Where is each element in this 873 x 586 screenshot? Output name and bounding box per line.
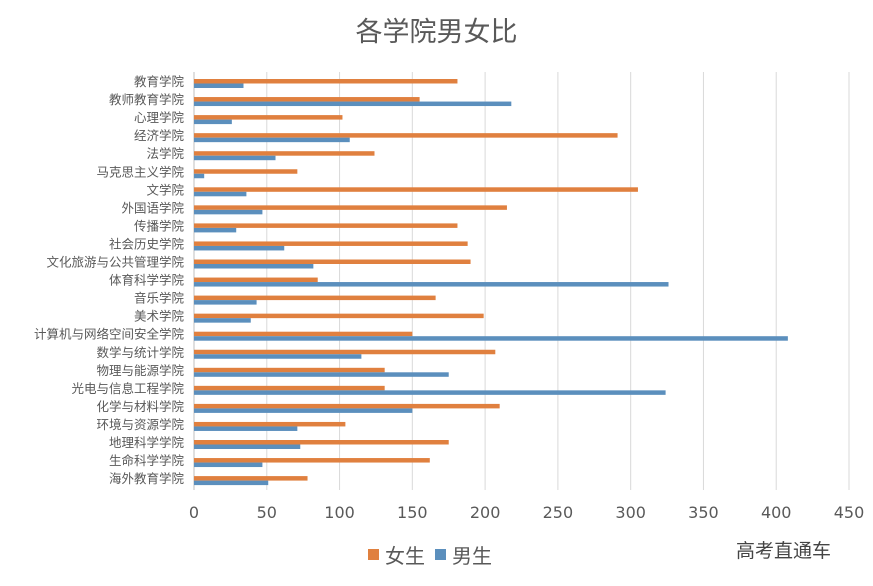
bar-female bbox=[194, 277, 318, 283]
bar-male bbox=[194, 209, 263, 215]
bar-male bbox=[194, 462, 263, 468]
legend-label-female: 女生 bbox=[385, 544, 425, 568]
bar-female bbox=[194, 349, 496, 355]
bar-male bbox=[194, 83, 244, 88]
legend-swatch-male bbox=[435, 549, 446, 560]
bar-male bbox=[194, 227, 237, 233]
bar-female bbox=[194, 458, 430, 463]
watermark: 高考直通车 bbox=[736, 540, 832, 562]
bar-female bbox=[194, 97, 420, 102]
y-category-label: 文学院 bbox=[146, 182, 184, 197]
y-category-label: 体育科学学院 bbox=[109, 273, 185, 288]
bar-female bbox=[194, 79, 458, 84]
bar-female bbox=[194, 169, 298, 174]
bar-male bbox=[194, 372, 449, 377]
x-tick-label: 200 bbox=[470, 503, 501, 522]
x-tick-label: 450 bbox=[834, 503, 865, 522]
y-category-label: 社会历史学院 bbox=[109, 236, 185, 251]
bar-male bbox=[194, 408, 413, 413]
bar-male bbox=[194, 173, 205, 179]
y-category-label: 教育学院 bbox=[134, 74, 185, 89]
x-tick-label: 250 bbox=[543, 503, 574, 522]
chart-title: 各学院男女比 bbox=[355, 17, 518, 48]
x-tick-label: 400 bbox=[761, 503, 792, 522]
bar-male bbox=[194, 390, 666, 395]
y-category-label: 文化旅游与公共管理学院 bbox=[46, 255, 184, 270]
x-tick-label: 0 bbox=[189, 503, 199, 522]
y-category-label: 外国语学院 bbox=[121, 200, 184, 215]
legend-swatch-female bbox=[368, 549, 379, 560]
y-category-label: 地理科学学院 bbox=[109, 435, 185, 450]
y-category-label: 环境与资源学院 bbox=[96, 417, 184, 432]
x-tick-label: 100 bbox=[324, 503, 355, 522]
y-category-label: 经济学院 bbox=[134, 128, 185, 143]
bar-male bbox=[194, 480, 269, 486]
y-category-label: 美术学院 bbox=[134, 309, 185, 324]
y-category-label: 心理学院 bbox=[134, 110, 185, 125]
x-tick-label: 50 bbox=[257, 503, 277, 522]
legend-item-male: 男生 bbox=[435, 540, 492, 569]
y-category-label: 计算机与网络空间安全学院 bbox=[34, 327, 185, 342]
bar-female bbox=[194, 440, 449, 445]
y-category-label: 法学院 bbox=[146, 146, 184, 161]
y-category-label: 数学与统计学院 bbox=[96, 345, 184, 360]
bar-male bbox=[194, 336, 788, 341]
bar-male bbox=[194, 426, 298, 431]
bar-female bbox=[194, 421, 346, 427]
bar-female bbox=[194, 151, 375, 156]
y-category-label: 音乐学院 bbox=[134, 291, 185, 306]
y-category-label: 化学与材料学院 bbox=[96, 399, 184, 414]
bar-female bbox=[194, 187, 638, 192]
bar-male bbox=[194, 264, 314, 269]
legend-label-male: 男生 bbox=[452, 544, 492, 568]
x-tick-label: 300 bbox=[615, 503, 646, 522]
bar-female bbox=[194, 241, 468, 246]
bar-female bbox=[194, 385, 385, 391]
bar-female bbox=[194, 133, 618, 138]
bar-male bbox=[194, 300, 257, 305]
bar-female bbox=[194, 295, 436, 301]
y-category-label: 光电与信息工程学院 bbox=[71, 381, 184, 396]
bar-male bbox=[194, 444, 301, 449]
bar-male bbox=[194, 245, 285, 251]
y-category-label: 海外教育学院 bbox=[109, 471, 185, 486]
bar-male bbox=[194, 282, 669, 287]
y-category-label: 传播学院 bbox=[134, 218, 185, 233]
x-tick-label: 350 bbox=[688, 503, 719, 522]
y-category-label: 物理与能源学院 bbox=[96, 363, 184, 378]
bar-male bbox=[194, 119, 232, 125]
bar-female bbox=[194, 259, 471, 264]
bar-female bbox=[194, 403, 500, 409]
bar-male bbox=[194, 354, 362, 359]
y-category-label: 生命科学学院 bbox=[109, 453, 185, 468]
bar-male bbox=[194, 318, 251, 323]
bar-male bbox=[194, 191, 247, 197]
bar-female bbox=[194, 115, 343, 120]
y-category-label: 马克思主义学院 bbox=[96, 164, 184, 179]
bar-female bbox=[194, 331, 413, 337]
bar-female bbox=[194, 205, 507, 210]
legend-item-female: 女生 bbox=[368, 540, 425, 569]
bar-female bbox=[194, 313, 484, 319]
bar-male bbox=[194, 137, 350, 143]
bar-female bbox=[194, 476, 308, 481]
bar-male bbox=[194, 101, 512, 107]
legend: 女生 男生 bbox=[368, 540, 502, 569]
y-category-label: 教师教育学院 bbox=[109, 92, 185, 107]
bar-female bbox=[194, 223, 458, 228]
bar-male bbox=[194, 155, 276, 161]
x-tick-label: 150 bbox=[397, 503, 428, 522]
bar-female bbox=[194, 367, 385, 373]
